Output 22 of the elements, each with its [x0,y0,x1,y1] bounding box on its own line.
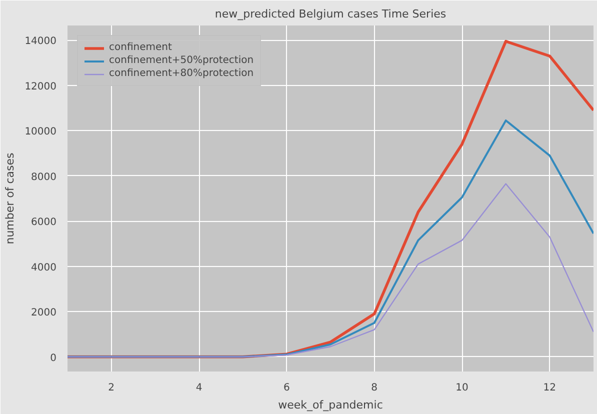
y-tick-label: 10000 [24,126,56,138]
x-tick-label: 6 [283,382,290,394]
y-axis-title: number of cases [4,152,17,244]
y-tick-label: 12000 [24,81,56,92]
line-series [68,183,594,358]
x-tick-label: 12 [543,382,556,394]
y-tick-label: 0 [50,352,57,364]
y-tick-label: 14000 [24,36,56,48]
y-tick-label: 4000 [31,262,57,274]
y-tick-label: 2000 [31,308,57,319]
legend-label: confinement+50%protection [109,55,254,66]
x-axis-title: week_of_pandemic [278,398,383,412]
legend-label: confinement+80%protection [109,68,254,79]
y-tick-label: 8000 [31,172,57,183]
x-tick-label: 10 [456,382,468,394]
y-tick-label: 6000 [31,217,57,228]
legend-label: confinement [109,42,172,53]
x-tick-label: 8 [371,382,378,394]
x-tick-label: 4 [196,382,202,394]
chart-title: new_predicted Belgium cases Time Series [214,8,446,20]
x-tick-label: 2 [108,382,115,394]
line-series [68,119,594,358]
